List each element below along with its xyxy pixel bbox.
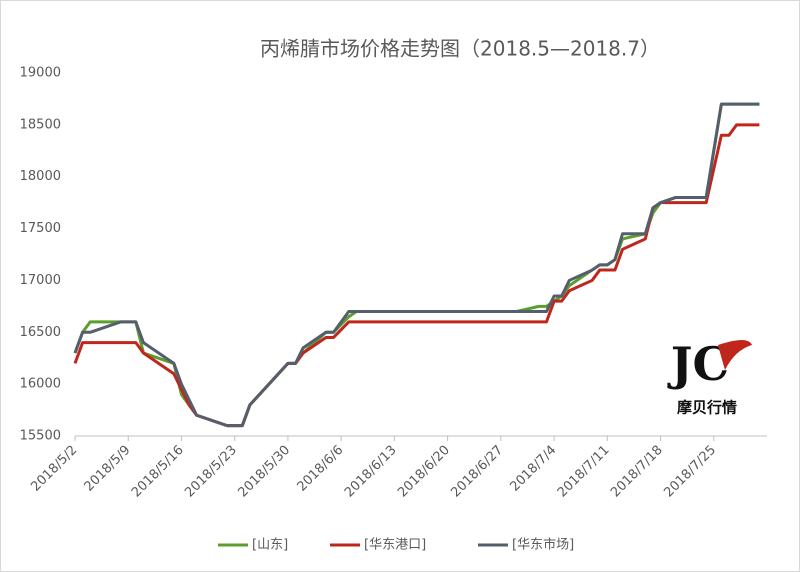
y-tick-label: 16000 bbox=[20, 377, 61, 392]
logo-swoosh bbox=[718, 340, 752, 370]
y-tick-label: 17000 bbox=[20, 273, 61, 288]
y-tick-label: 18500 bbox=[20, 117, 61, 132]
logo-text: 摩贝行情 bbox=[677, 399, 737, 417]
legend-item: [山东] bbox=[218, 538, 288, 553]
y-tick-label: 16500 bbox=[20, 325, 61, 340]
logo: JC 摩贝行情 bbox=[667, 337, 752, 417]
legend-label: [山东] bbox=[252, 538, 288, 553]
y-tick-label: 17500 bbox=[20, 221, 61, 236]
line-series bbox=[73, 102, 760, 428]
legend-item: [华东港口] bbox=[330, 538, 426, 553]
y-tick-label: 18000 bbox=[20, 169, 61, 184]
legend-item: [华东市场] bbox=[478, 537, 574, 553]
y-tick-label: 15500 bbox=[20, 429, 61, 444]
legend-label: [华东港口] bbox=[364, 538, 426, 553]
chart-title: 丙烯腈市场价格走势图（2018.5—2018.7） bbox=[260, 37, 660, 61]
legend-label: [华东市场] bbox=[512, 537, 574, 553]
y-tick-label: 19000 bbox=[20, 66, 61, 81]
